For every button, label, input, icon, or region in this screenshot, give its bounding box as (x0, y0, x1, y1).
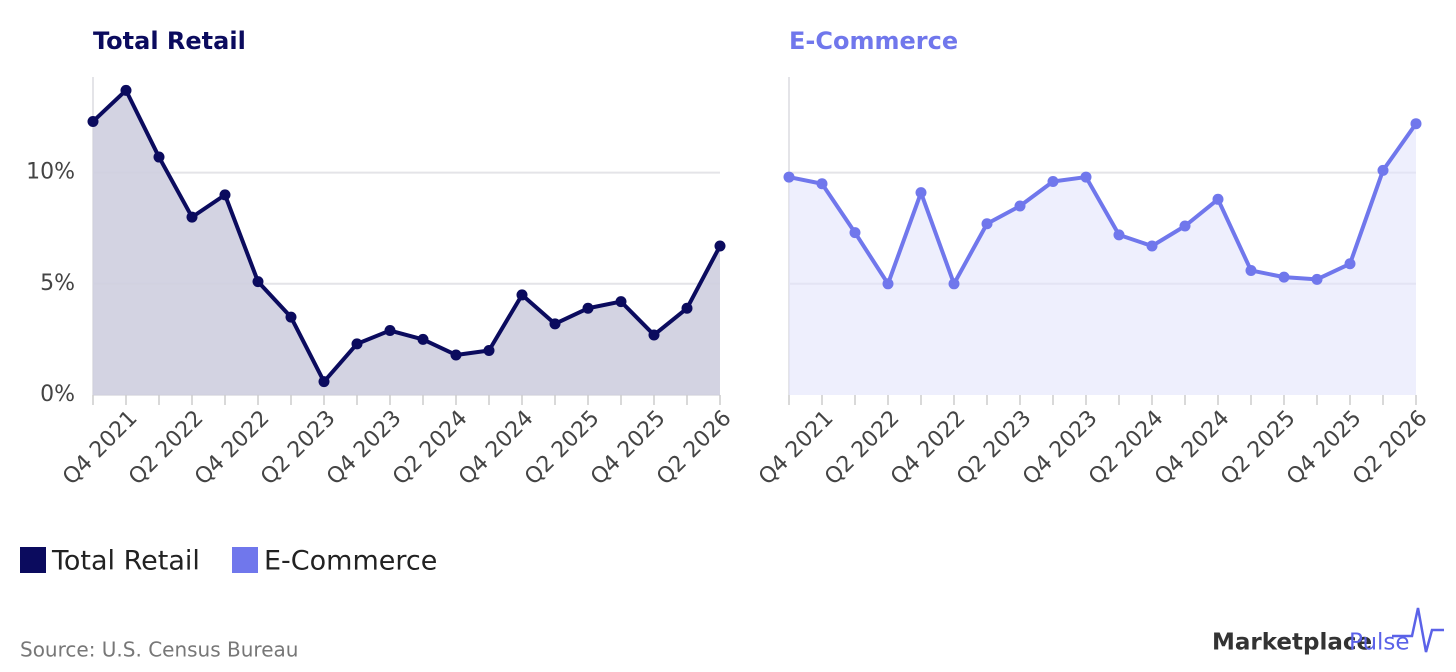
y-tick-label: 5% (40, 271, 75, 296)
brand-name: Marketplace (1212, 630, 1372, 656)
point (1080, 171, 1092, 183)
point (285, 311, 297, 323)
legend-swatch (232, 547, 258, 573)
point (849, 227, 861, 239)
point (1047, 176, 1059, 188)
point (816, 178, 828, 190)
legend-label: Total Retail (51, 546, 200, 577)
y-tick-label: 0% (40, 382, 75, 407)
point (351, 338, 363, 350)
brand-accent: Pulse (1349, 630, 1410, 656)
point (948, 278, 960, 290)
area (93, 90, 720, 396)
chart-title: E-Commerce (789, 27, 958, 55)
point (1344, 258, 1356, 270)
point (882, 278, 894, 290)
point (549, 318, 561, 330)
y-tick-label: 10% (26, 160, 75, 185)
point (714, 240, 726, 252)
point (681, 302, 693, 314)
point (1179, 220, 1191, 232)
point (1014, 200, 1026, 212)
point (384, 325, 396, 337)
point (915, 187, 927, 199)
brand-icon (1392, 607, 1444, 653)
point (1410, 118, 1422, 130)
point (219, 189, 231, 201)
point (87, 115, 99, 127)
point (153, 151, 165, 163)
legend-swatch (20, 547, 46, 573)
point (252, 276, 264, 288)
point (483, 345, 495, 357)
area (789, 123, 1416, 395)
point (648, 329, 660, 341)
point (582, 302, 594, 314)
point (1278, 271, 1290, 283)
point (450, 349, 462, 361)
point (1113, 229, 1125, 241)
point (120, 84, 132, 96)
point (417, 333, 429, 345)
line (91, 88, 722, 384)
point (318, 376, 330, 388)
point (1245, 264, 1257, 276)
point (615, 296, 627, 308)
point (186, 211, 198, 223)
point (516, 289, 528, 301)
chart-title: Total Retail (93, 27, 246, 55)
point (783, 171, 795, 183)
point (1311, 273, 1323, 285)
point (1377, 164, 1389, 176)
point (1212, 193, 1224, 205)
source: Source: U.S. Census Bureau (20, 638, 298, 662)
point (981, 218, 993, 230)
point (1146, 240, 1158, 252)
legend-label: E-Commerce (264, 546, 437, 577)
line (788, 122, 1418, 286)
